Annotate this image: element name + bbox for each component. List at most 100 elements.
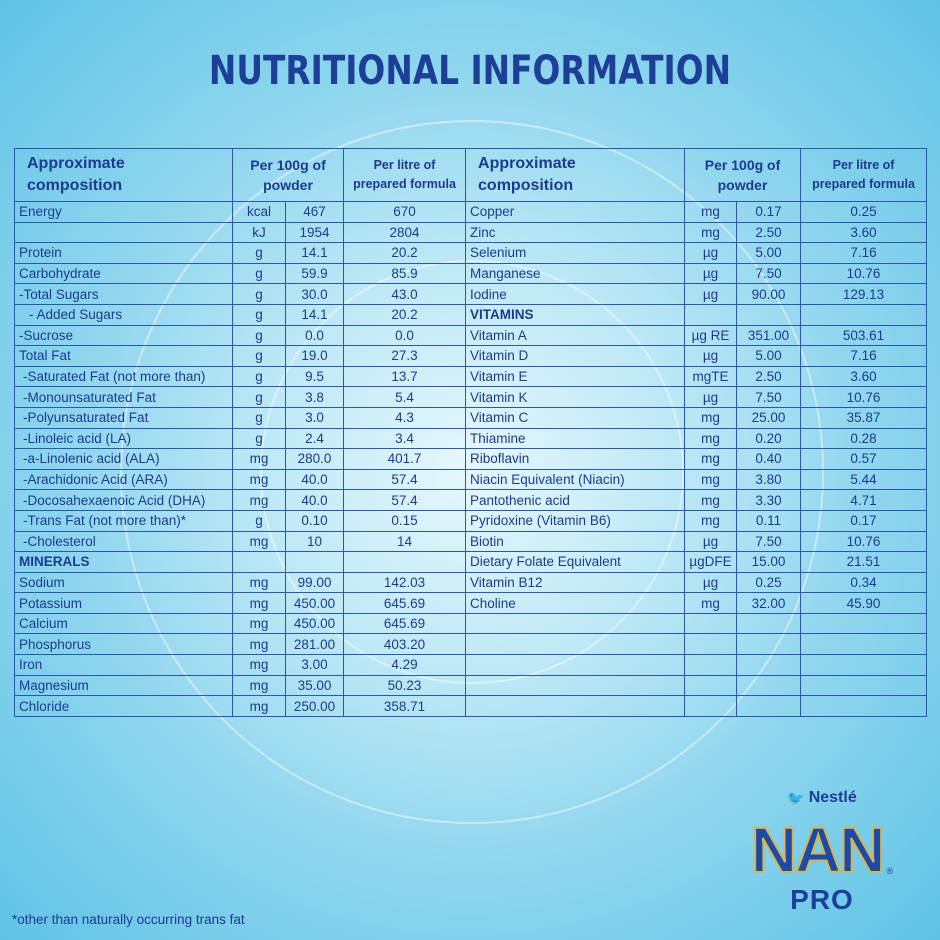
per-100g-value: 7.50: [736, 262, 802, 285]
table-row: Energy kcal 467 670 Copper mg 0.17 0.25: [14, 201, 928, 223]
table-row: -Linoleic acid (LA) g 2.4 3.4 Thiamine mg 0.20…: [14, 427, 928, 450]
unit-cell: mg: [684, 592, 738, 614]
header-text: powder: [717, 177, 768, 193]
nutrient-name: [465, 695, 686, 717]
per-litre-value: 401.7: [343, 448, 467, 470]
per-litre-value: 35.87: [800, 406, 928, 429]
table-row: kJ 1954 2804 Zinc mg 2.50 3.60: [14, 221, 928, 244]
table-row: Chloride mg 250.00 358.71: [14, 695, 928, 717]
header-per-litre-right: Per litre of prepared formula: [800, 148, 928, 202]
per-100g-value: 30.0: [284, 283, 345, 305]
per-100g-value: 1954: [284, 221, 345, 244]
per-litre-value: [800, 674, 928, 697]
unit-cell: mg: [232, 633, 286, 656]
per-litre-value: 2804: [343, 221, 467, 244]
per-litre-value: [800, 654, 928, 676]
unit-cell: mg: [684, 489, 738, 511]
table-row: Potassium mg 450.00 645.69 Choline mg 32.00 45.…: [14, 592, 928, 614]
unit-cell: mg: [232, 695, 286, 717]
table-row: -Docosahexaenoic Acid (DHA) mg 40.0 57.4 Pan…: [14, 489, 928, 511]
per-100g-value: 0.10: [284, 509, 345, 532]
unit-cell: mg: [684, 406, 738, 429]
unit-cell: mg: [232, 448, 286, 470]
per-litre-value: 3.4: [343, 427, 467, 450]
per-litre-value: 7.16: [800, 345, 928, 367]
nutrient-name: [14, 221, 233, 244]
nutrient-name: Vitamin D: [465, 345, 686, 367]
per-100g-value: 3.0: [284, 406, 345, 429]
nutrient-name: [465, 674, 686, 697]
per-litre-value: 13.7: [343, 365, 467, 388]
per-litre-value: 0.25: [800, 201, 928, 223]
per-100g-value: 7.50: [736, 530, 802, 553]
nutrient-name: MINERALS: [14, 551, 233, 573]
nutrient-name: Copper: [465, 201, 686, 223]
per-100g-value: 35.00: [284, 674, 345, 697]
per-100g-value: 32.00: [736, 592, 802, 614]
table-row: -Total Sugars g 30.0 43.0 Iodine µg 90.00 129.1…: [14, 283, 928, 305]
table-row: Carbohydrate g 59.9 85.9 Manganese µg 7.50 10.7…: [14, 262, 928, 285]
per-litre-value: 129.13: [800, 283, 928, 305]
header-per-100g-right: Per 100g of powder: [684, 148, 802, 202]
nutrient-name: -a-Linolenic acid (ALA): [14, 448, 233, 470]
per-100g-value: 10: [284, 530, 345, 553]
unit-cell: kJ: [232, 221, 286, 244]
footnote: *other than naturally occurring trans fa…: [12, 912, 245, 927]
per-litre-value: 358.71: [343, 695, 467, 717]
header-text: composition: [27, 177, 123, 194]
per-litre-value: 4.71: [800, 489, 928, 511]
unit-cell: mg: [232, 489, 286, 511]
per-litre-value: 645.69: [343, 612, 467, 635]
per-100g-value: 281.00: [284, 633, 345, 656]
unit-cell: g: [232, 345, 286, 367]
unit-cell: g: [232, 324, 286, 347]
unit-cell: mg: [232, 530, 286, 553]
per-litre-value: [343, 551, 467, 573]
per-100g-value: [736, 654, 802, 676]
unit-cell: µg: [684, 283, 738, 305]
unit-cell: [684, 674, 738, 697]
per-100g-value: 7.50: [736, 386, 802, 408]
per-litre-value: 0.28: [800, 427, 928, 450]
per-100g-value: 3.30: [736, 489, 802, 511]
header-text: Per litre of: [832, 158, 895, 172]
header-text: Per 100g of: [250, 157, 326, 173]
per-100g-value: 2.50: [736, 221, 802, 244]
per-litre-value: 0.17: [800, 509, 928, 532]
table-row: Calcium mg 450.00 645.69: [14, 612, 928, 635]
per-litre-value: 21.51: [800, 551, 928, 573]
unit-cell: mg: [684, 221, 738, 244]
nutrient-name: Biotin: [465, 530, 686, 553]
per-litre-value: [800, 633, 928, 656]
product-row: NAN ®: [750, 816, 894, 883]
per-litre-value: 0.0: [343, 324, 467, 347]
header-text: prepared formula: [353, 177, 456, 191]
product-variant: PRO: [790, 884, 854, 915]
per-100g-value: [736, 303, 802, 326]
table-row: Sodium mg 99.00 142.03 Vitamin B12 µg 0.25 0.34: [14, 571, 928, 594]
per-100g-value: 3.8: [284, 386, 345, 408]
per-100g-value: 351.00: [736, 324, 802, 347]
nutrient-name: Choline: [465, 592, 686, 614]
nutrition-table: Approximate composition Per 100g of powder…: [14, 148, 928, 717]
per-litre-value: 0.57: [800, 448, 928, 470]
nutrient-name: Sodium: [14, 571, 233, 594]
table-row: Iron mg 3.00 4.29: [14, 654, 928, 676]
table-row: - Added Sugars g 14.1 20.2 VITAMINS: [14, 303, 928, 326]
table-row: MINERALS Dietary Folate Equivalent µgDFE 15…: [14, 551, 928, 573]
nest-icon: 🐦: [787, 790, 805, 806]
registered-mark: ®: [886, 866, 894, 876]
per-litre-value: 142.03: [343, 571, 467, 594]
unit-cell: mg: [232, 592, 286, 614]
unit-cell: [232, 551, 286, 573]
header-text: Per 100g of: [704, 157, 781, 173]
table-row: -Cholesterol mg 10 14 Biotin µg 7.50 10.76: [14, 530, 928, 553]
unit-cell: [684, 695, 738, 717]
per-100g-value: 2.4: [284, 427, 345, 450]
per-100g-value: 280.0: [284, 448, 345, 470]
nutrient-name: Carbohydrate: [14, 262, 233, 285]
table-header-row: Approximate composition Per 100g of powder…: [14, 148, 928, 202]
per-litre-value: 14: [343, 530, 467, 553]
